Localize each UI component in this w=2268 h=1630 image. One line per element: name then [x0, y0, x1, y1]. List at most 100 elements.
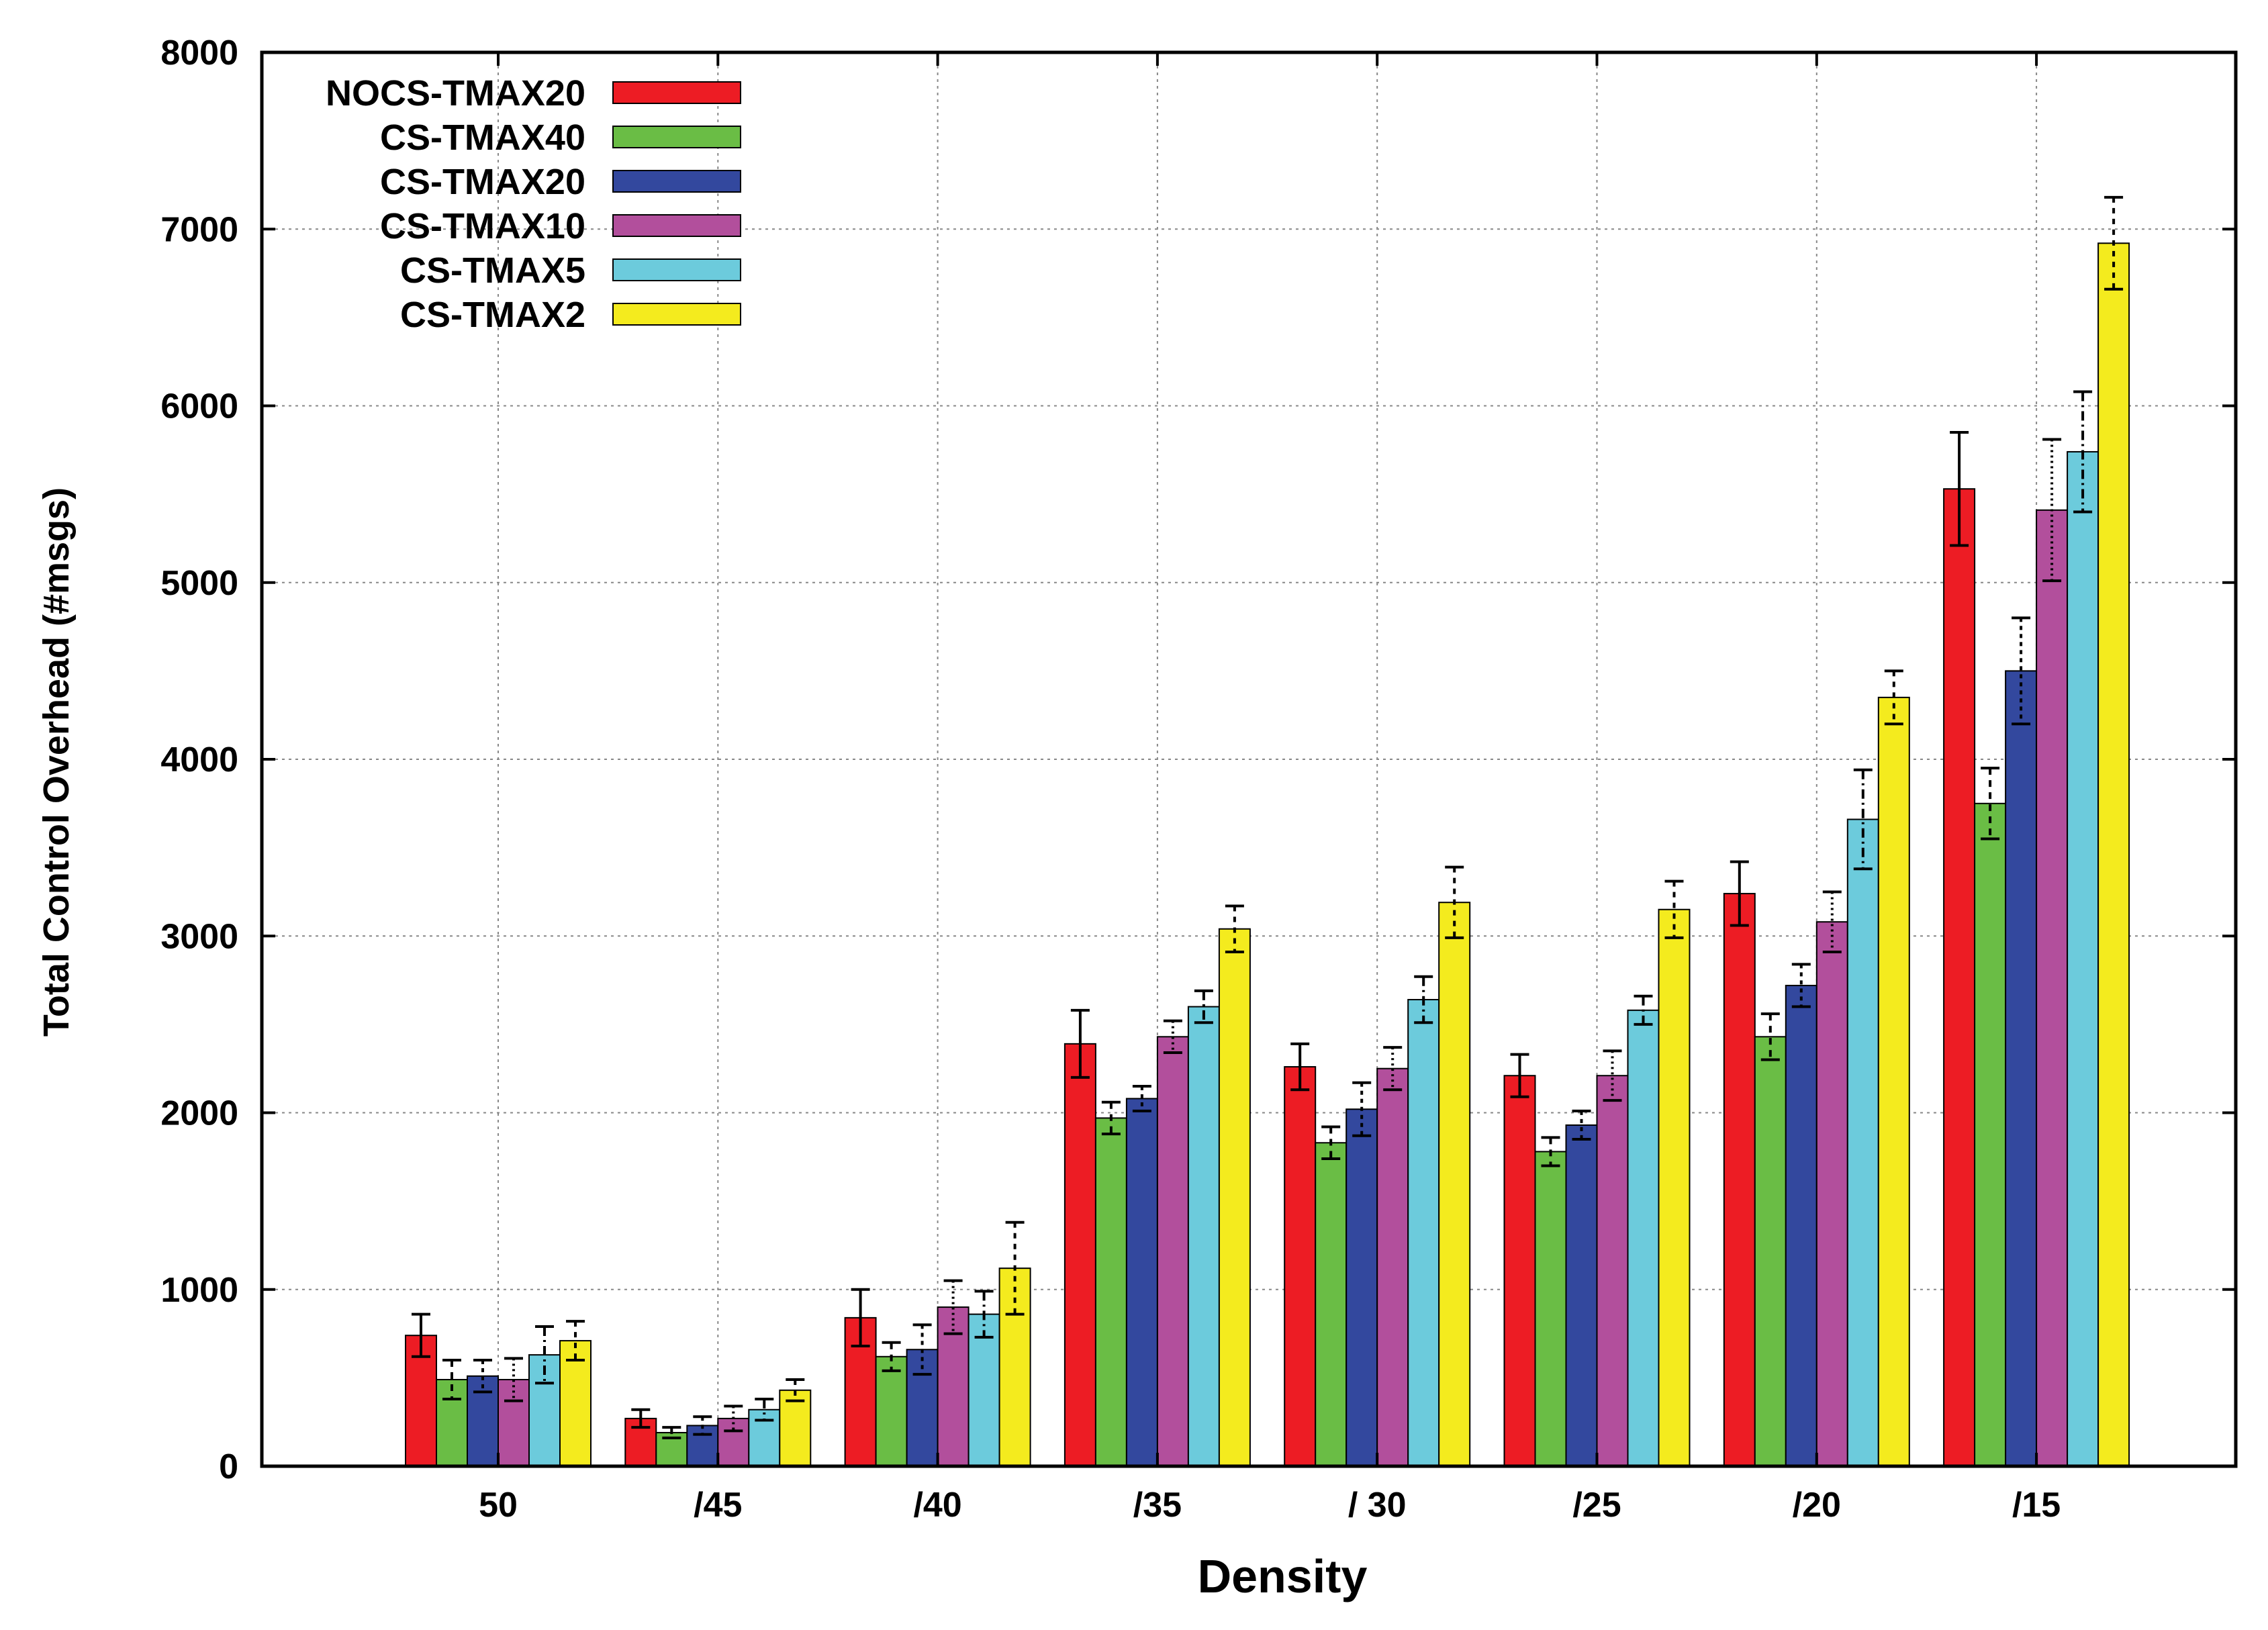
y-tick-label: 5000: [160, 564, 238, 603]
error-bar-cs-tmax5-8: [2073, 390, 2093, 514]
legend-item: CS-TMAX40: [380, 117, 741, 158]
legend-swatch: [612, 126, 741, 148]
error-bar-cs-tmax10-6: [1603, 1049, 1622, 1102]
error-bar-nocs-tmax20-6: [1510, 1053, 1529, 1098]
error-bar-nocs-tmax20-3: [851, 1288, 870, 1347]
error-bar-cs-tmax20-8: [2012, 616, 2031, 726]
bar-cs-tmax10-5: [1376, 1067, 1409, 1467]
bar-cs-tmax20-1: [467, 1375, 499, 1467]
bar-cs-tmax5-7: [1846, 818, 1879, 1467]
x-axis-title: Density: [1198, 1550, 1368, 1602]
bar-cs-tmax10-7: [1815, 921, 1848, 1467]
legend-item: NOCS-TMAX20: [326, 73, 741, 113]
x-tick-label: /20: [1793, 1486, 1841, 1525]
bar-cs-tmax20-4: [1125, 1098, 1158, 1467]
bar-nocs-tmax20-5: [1284, 1066, 1317, 1468]
error-bar-cs-tmax40-2: [662, 1426, 681, 1439]
y-tick-label: 3000: [160, 917, 238, 956]
bar-cs-tmax10-6: [1596, 1075, 1629, 1467]
bar-cs-tmax5-4: [1187, 1006, 1220, 1468]
bar-cs-tmax40-6: [1534, 1151, 1567, 1468]
legend-swatch: [612, 170, 741, 193]
bar-cs-tmax40-8: [1974, 802, 2007, 1467]
bar-cs-tmax40-3: [875, 1355, 908, 1468]
error-bar-cs-tmax2-8: [2104, 195, 2124, 291]
error-bar-cs-tmax10-2: [724, 1404, 743, 1433]
error-bar-cs-tmax5-5: [1414, 975, 1433, 1024]
bar-cs-tmax2-1: [559, 1340, 592, 1468]
error-bar-nocs-tmax20-8: [1950, 430, 1969, 547]
error-bar-cs-tmax10-1: [504, 1357, 523, 1402]
error-bar-cs-tmax20-6: [1572, 1109, 1591, 1141]
errorbars-layer: [412, 195, 2124, 1439]
bar-cs-tmax2-5: [1438, 902, 1471, 1468]
legend-label: CS-TMAX10: [380, 206, 585, 246]
legend-swatch: [612, 258, 741, 281]
y-tick-label: 2000: [160, 1094, 238, 1133]
x-tick-label: /25: [1572, 1486, 1621, 1525]
bar-cs-tmax5-8: [2067, 450, 2099, 1468]
bar-nocs-tmax20-6: [1503, 1075, 1536, 1467]
x-tick-label: / 30: [1348, 1486, 1407, 1525]
y-tick-label: 8000: [160, 34, 238, 73]
error-bar-cs-tmax40-1: [442, 1359, 461, 1400]
bar-cs-tmax40-5: [1315, 1142, 1348, 1467]
legend-item: CS-TMAX10: [380, 206, 741, 246]
error-bar-cs-tmax20-4: [1132, 1085, 1151, 1112]
error-bar-cs-tmax40-3: [882, 1341, 901, 1372]
bar-cs-tmax20-8: [2005, 670, 2038, 1467]
bar-cs-tmax20-6: [1565, 1124, 1598, 1467]
error-bar-cs-tmax2-4: [1225, 904, 1244, 953]
error-bar-nocs-tmax20-5: [1290, 1042, 1310, 1092]
error-bar-cs-tmax10-4: [1163, 1019, 1182, 1054]
bar-cs-tmax5-6: [1627, 1009, 1660, 1467]
bar-cs-tmax10-4: [1156, 1036, 1189, 1467]
bar-cs-tmax10-3: [937, 1306, 970, 1467]
error-bar-cs-tmax10-7: [1822, 890, 1842, 953]
error-bar-nocs-tmax20-7: [1730, 860, 1749, 927]
error-bar-cs-tmax40-8: [1981, 767, 2000, 841]
error-bar-cs-tmax2-2: [786, 1378, 805, 1402]
y-tick-label: 1000: [160, 1271, 238, 1310]
error-bar-cs-tmax5-6: [1634, 994, 1653, 1026]
bar-cs-tmax10-2: [717, 1417, 750, 1468]
y-tick-label: 0: [219, 1447, 238, 1486]
error-bar-cs-tmax40-5: [1321, 1125, 1341, 1160]
y-tick-label: 4000: [160, 740, 238, 779]
error-bar-cs-tmax2-3: [1005, 1220, 1025, 1316]
error-bar-cs-tmax10-3: [943, 1279, 963, 1335]
bar-cs-tmax20-5: [1345, 1108, 1378, 1467]
error-bar-cs-tmax5-1: [535, 1325, 554, 1385]
legend-label: CS-TMAX20: [380, 162, 585, 202]
legend-swatch: [612, 303, 741, 326]
bar-cs-tmax10-8: [2036, 509, 2069, 1467]
error-bar-cs-tmax10-5: [1383, 1046, 1403, 1092]
legend-item: CS-TMAX20: [380, 162, 741, 202]
bar-cs-tmax2-2: [779, 1389, 812, 1467]
bar-cs-tmax2-8: [2097, 242, 2130, 1467]
bar-cs-tmax40-4: [1094, 1117, 1127, 1467]
error-bar-cs-tmax20-2: [693, 1415, 712, 1436]
error-bar-cs-tmax2-7: [1884, 669, 1903, 726]
bar-cs-tmax2-7: [1877, 696, 1910, 1467]
error-bar-cs-tmax5-3: [974, 1290, 994, 1339]
legend-label: NOCS-TMAX20: [326, 73, 585, 113]
legend-label: CS-TMAX5: [400, 250, 585, 291]
bar-nocs-tmax20-7: [1723, 893, 1756, 1467]
error-bar-cs-tmax5-7: [1853, 768, 1873, 871]
bar-cs-tmax10-1: [498, 1379, 530, 1468]
bars-layer: [405, 242, 2130, 1468]
grid-layer: [262, 52, 2236, 1466]
bar-cs-tmax20-7: [1785, 984, 1817, 1467]
error-bar-cs-tmax2-1: [566, 1320, 585, 1362]
error-bar-cs-tmax20-1: [473, 1359, 492, 1394]
error-bar-nocs-tmax20-2: [631, 1408, 651, 1429]
bar-cs-tmax5-5: [1407, 999, 1440, 1467]
x-tick-label: /45: [694, 1486, 742, 1525]
legend-label: CS-TMAX40: [380, 117, 585, 158]
y-tick-label: 7000: [160, 210, 238, 249]
error-bar-cs-tmax2-5: [1445, 865, 1464, 939]
error-bar-cs-tmax2-6: [1664, 879, 1684, 939]
